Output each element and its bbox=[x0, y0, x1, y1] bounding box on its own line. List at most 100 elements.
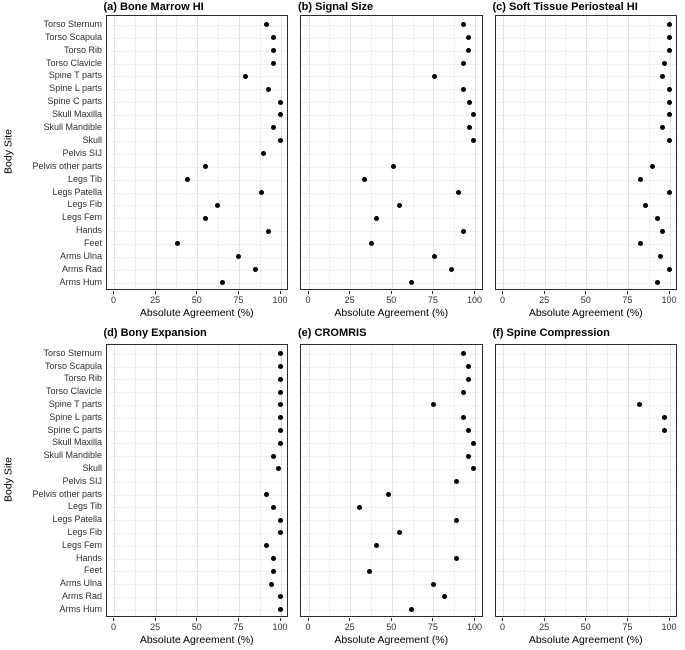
grid-line-horizontal bbox=[495, 443, 676, 445]
data-point bbox=[432, 254, 438, 260]
grid-line-horizontal bbox=[301, 257, 482, 258]
data-point bbox=[174, 241, 180, 247]
y-axis-label: Spine L parts bbox=[49, 83, 102, 94]
grid-line-horizontal bbox=[495, 218, 676, 220]
y-axis-label: Skull Mandible bbox=[43, 122, 102, 132]
grid-line-horizontal bbox=[106, 269, 287, 271]
data-point bbox=[277, 389, 283, 395]
x-tick-mark bbox=[307, 617, 309, 621]
grid-line-horizontal bbox=[106, 520, 287, 522]
grid-line-horizontal bbox=[301, 507, 482, 509]
grid-line-horizontal bbox=[495, 571, 676, 573]
x-tick-label: 100 bbox=[661, 622, 677, 632]
grid-line-major bbox=[350, 15, 352, 289]
x-tick-mark bbox=[237, 290, 239, 294]
grid-line-horizontal bbox=[106, 76, 287, 78]
data-point bbox=[638, 176, 644, 182]
y-axis-label: Arms Hum bbox=[59, 276, 103, 287]
y-axis-label: Legs Patella bbox=[52, 514, 102, 525]
grid-line-minor bbox=[218, 15, 220, 289]
grid-line-horizontal bbox=[106, 244, 287, 246]
grid-line-horizontal bbox=[106, 545, 287, 547]
x-tick-mark bbox=[626, 290, 628, 294]
x-tick-mark bbox=[432, 290, 434, 294]
y-axis-label: Torso Rib bbox=[63, 373, 102, 384]
data-point bbox=[271, 47, 277, 53]
x-tick-mark bbox=[196, 617, 198, 621]
grid-line-horizontal bbox=[106, 405, 287, 406]
data-point bbox=[460, 86, 466, 92]
y-axis-label: Skull Maxilla bbox=[51, 437, 102, 448]
y-axis-label: Torso Scapula bbox=[44, 31, 102, 42]
grid-line-horizontal bbox=[106, 89, 287, 91]
x-tick-mark bbox=[543, 617, 545, 621]
grid-line-horizontal bbox=[106, 571, 287, 573]
data-point bbox=[460, 60, 466, 66]
grid-line-horizontal bbox=[495, 392, 676, 394]
grid-line-horizontal bbox=[301, 571, 482, 573]
grid-line-horizontal bbox=[301, 430, 482, 432]
data-point bbox=[242, 73, 248, 79]
grid-line-horizontal bbox=[301, 205, 482, 207]
data-point bbox=[465, 47, 471, 53]
grid-line-horizontal bbox=[301, 597, 482, 598]
data-point bbox=[666, 35, 672, 40]
grid-line-horizontal bbox=[106, 37, 287, 39]
data-point bbox=[362, 176, 368, 182]
x-axis-title: Absolute Agreement (%) bbox=[139, 633, 254, 646]
grid-line-horizontal bbox=[106, 102, 287, 104]
data-point bbox=[661, 427, 667, 433]
grid-line-horizontal bbox=[495, 269, 676, 271]
grid-line-major bbox=[114, 344, 115, 616]
grid-line-major bbox=[627, 15, 629, 289]
data-point bbox=[390, 164, 396, 169]
data-point bbox=[269, 581, 275, 587]
grid-line-horizontal bbox=[301, 128, 482, 129]
x-tick-mark bbox=[390, 290, 392, 294]
y-axis-label: Skull Mandible bbox=[43, 450, 102, 461]
data-point bbox=[455, 189, 461, 195]
grid-line-horizontal bbox=[495, 102, 676, 104]
plot-area bbox=[300, 14, 483, 290]
x-tick-mark bbox=[154, 617, 156, 621]
x-tick-label: 25 bbox=[539, 622, 550, 632]
data-point bbox=[660, 125, 666, 131]
data-point bbox=[460, 389, 466, 395]
data-point bbox=[219, 280, 225, 286]
grid-line-horizontal bbox=[301, 481, 482, 483]
x-tick-label: 100 bbox=[466, 295, 483, 305]
panel-title: (d) Bony Expansion bbox=[103, 327, 207, 339]
x-tick-label: 75 bbox=[427, 622, 438, 632]
grid-line-horizontal bbox=[301, 76, 482, 78]
x-tick-mark bbox=[585, 617, 587, 621]
grid-line-horizontal bbox=[495, 507, 676, 509]
x-axis-title: Absolute Agreement (%) bbox=[334, 633, 449, 646]
x-tick-mark bbox=[474, 617, 475, 621]
x-tick-mark bbox=[668, 617, 670, 621]
data-point bbox=[666, 22, 672, 28]
grid-line-horizontal bbox=[301, 533, 482, 534]
grid-line-horizontal bbox=[301, 115, 482, 117]
grid-line-horizontal bbox=[495, 494, 676, 496]
grid-line-horizontal bbox=[301, 153, 482, 155]
grid-line-horizontal bbox=[495, 417, 676, 419]
x-tick-mark bbox=[279, 617, 281, 621]
data-point bbox=[277, 99, 283, 105]
y-axis-label: Arms Hum bbox=[59, 603, 103, 614]
y-axis-label: Pelvis other parts bbox=[32, 488, 102, 499]
grid-line-horizontal bbox=[301, 89, 482, 91]
y-axis-label: Legs Fib bbox=[67, 199, 102, 210]
x-tick-label: 100 bbox=[661, 295, 677, 305]
x-tick-mark bbox=[502, 617, 503, 621]
x-tick-label: 75 bbox=[233, 622, 244, 632]
grid-line-minor bbox=[454, 15, 456, 289]
data-point bbox=[460, 228, 466, 234]
grid-line-horizontal bbox=[106, 469, 287, 470]
data-point bbox=[271, 453, 277, 459]
data-point bbox=[448, 267, 454, 273]
y-axis-label: Torso Clavicle bbox=[45, 57, 102, 68]
data-point bbox=[467, 99, 473, 105]
data-point bbox=[277, 517, 283, 523]
x-tick-mark bbox=[474, 290, 475, 294]
grid-line-major bbox=[391, 344, 393, 616]
